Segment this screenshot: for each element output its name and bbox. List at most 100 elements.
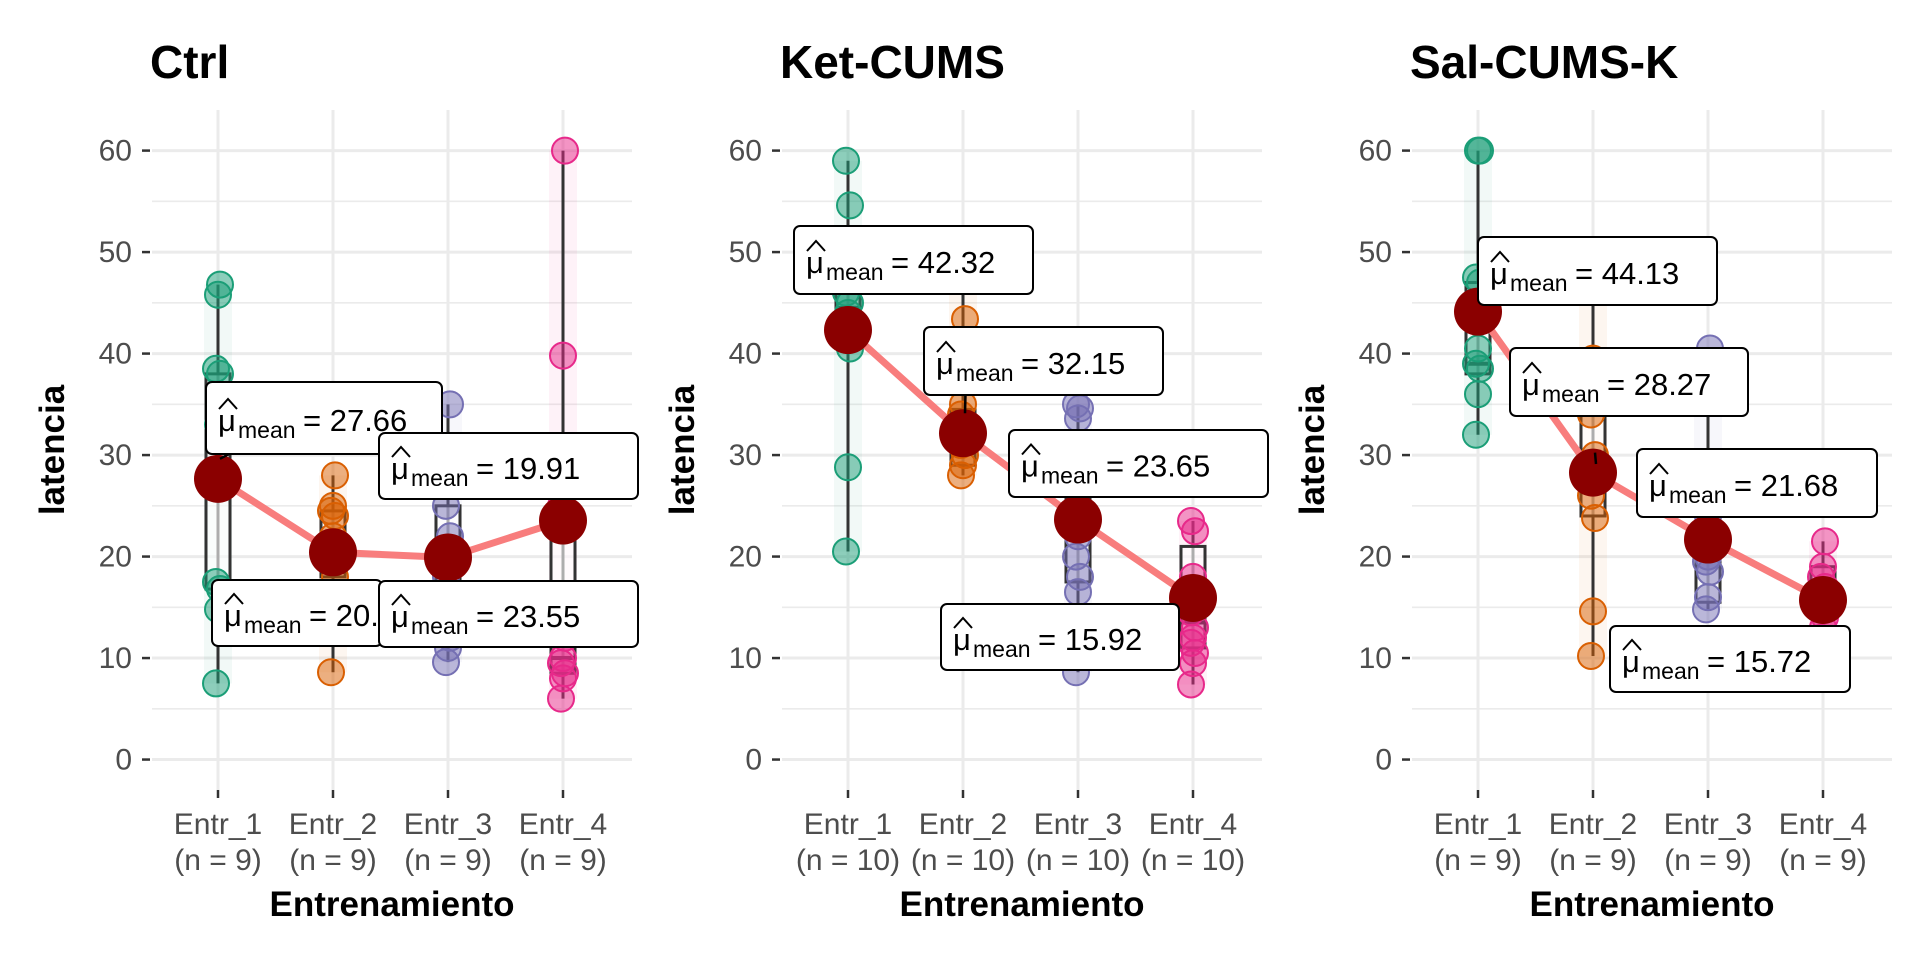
- y-tick-label: 50: [729, 236, 762, 269]
- mean-label-value: = 44.13: [1575, 256, 1679, 291]
- y-tick-label: 30: [1359, 439, 1392, 472]
- x-tick-count-label: (n = 9): [1549, 844, 1637, 877]
- chart-title: Sal-CUMS-K: [1410, 36, 1678, 88]
- mean-point: [194, 454, 242, 503]
- x-axis-title: Entrenamiento: [1529, 885, 1774, 924]
- mean-label-symbol: μ: [1622, 644, 1640, 679]
- mean-label-subscript: mean: [1041, 463, 1099, 489]
- mean-label-subscript: mean: [411, 465, 469, 491]
- data-point: [1177, 507, 1205, 536]
- data-point: [832, 146, 860, 175]
- y-tick-label: 10: [729, 642, 762, 675]
- mean-label-value: = 42.32: [891, 245, 995, 280]
- mean-point: [309, 528, 357, 577]
- mean-label-value: = 21.68: [1734, 468, 1838, 503]
- mean-label-hat: [953, 616, 973, 629]
- y-tick-label: 0: [745, 744, 762, 777]
- mean-label-value: = 15.92: [1038, 622, 1142, 657]
- x-tick-label: Entr_1: [804, 808, 892, 841]
- mean-label-value: = 28.27: [1607, 367, 1711, 402]
- y-tick-label: 20: [1359, 541, 1392, 574]
- data-point: [1464, 334, 1492, 363]
- mean-label-value: = 23.65: [1106, 449, 1210, 484]
- mean-label-box: [1008, 429, 1269, 498]
- y-tick-label: 0: [1375, 744, 1392, 777]
- chart-title: Ket-CUMS: [780, 36, 1005, 88]
- x-tick-label: Entr_4: [1779, 808, 1867, 841]
- data-point: [1462, 420, 1490, 449]
- data-point: [1809, 552, 1837, 581]
- x-tick-label: Entr_1: [1434, 808, 1522, 841]
- mean-label: μ mean = 21.68: [1636, 448, 1878, 518]
- mean-line: [216, 475, 565, 562]
- x-axis-title: Entrenamiento: [269, 885, 514, 924]
- mean-point: [1799, 576, 1847, 625]
- mean-label-hat: [936, 340, 956, 353]
- data-point: [319, 491, 347, 520]
- x-tick-count-label: (n = 9): [174, 844, 262, 877]
- x-tick-count-label: (n = 10): [911, 844, 1015, 877]
- mean-label-subscript: mean: [244, 612, 302, 638]
- y-tick-label: 40: [729, 338, 762, 371]
- x-tick-label: Entr_3: [404, 808, 492, 841]
- chart-panel-3: Sal-CUMS-K0102030405060latenciaEntr_1(n …: [1293, 36, 1892, 924]
- mean-label-hat: [218, 397, 238, 410]
- x-tick-label: Entr_4: [519, 808, 607, 841]
- data-point: [321, 461, 349, 490]
- x-tick-count-label: (n = 9): [404, 844, 492, 877]
- x-tick-label: Entr_1: [174, 808, 262, 841]
- x-tick-count-label: (n = 9): [1779, 844, 1867, 877]
- mean-point: [939, 409, 987, 458]
- x-tick-label: Entr_4: [1149, 808, 1237, 841]
- data-point: [317, 658, 345, 687]
- y-tick-label: 0: [115, 744, 132, 777]
- mean-label: μ mean = 28.27: [1509, 347, 1749, 417]
- mean-label-subscript: mean: [973, 636, 1031, 662]
- data-point: [832, 537, 860, 566]
- mean-point: [1569, 448, 1617, 497]
- mean-label-hat: [224, 592, 244, 605]
- x-tick-count-label: (n = 9): [289, 844, 377, 877]
- mean-point: [1054, 495, 1102, 544]
- x-tick-count-label: (n = 10): [796, 844, 900, 877]
- data-point: [1694, 583, 1722, 612]
- mean-label-box: [378, 432, 639, 500]
- y-tick-label: 50: [99, 236, 132, 269]
- y-axis-title: latencia: [663, 384, 702, 515]
- y-tick-label: 60: [729, 135, 762, 168]
- data-point: [1466, 136, 1494, 165]
- mean-label-symbol: μ: [1490, 256, 1508, 291]
- x-tick-label: Entr_3: [1664, 808, 1752, 841]
- data-point: [206, 270, 234, 299]
- mean-point: [824, 306, 872, 355]
- x-tick-label: Entr_2: [289, 808, 377, 841]
- mean-label-value: = 32.15: [1021, 346, 1125, 381]
- mean-label-symbol: μ: [1649, 468, 1667, 503]
- mean-label-box: [378, 580, 639, 648]
- mean-label-hat: [391, 445, 411, 458]
- data-point: [1811, 527, 1839, 556]
- y-tick-label: 20: [729, 541, 762, 574]
- mean-label: μ mean = 23.55: [378, 580, 639, 648]
- mean-label-box: [1636, 448, 1878, 518]
- mean-label-symbol: μ: [224, 598, 242, 633]
- data-point: [836, 191, 864, 220]
- mean-label-hat: [1622, 638, 1642, 651]
- mean-label-hat: [1649, 462, 1669, 475]
- mean-label-subscript: mean: [238, 417, 296, 443]
- x-tick-label: Entr_2: [919, 808, 1007, 841]
- mean-label-value: = 23.55: [476, 599, 580, 634]
- y-tick-label: 60: [99, 135, 132, 168]
- x-tick-count-label: (n = 10): [1026, 844, 1130, 877]
- y-tick-label: 30: [729, 439, 762, 472]
- mean-label-subscript: mean: [1642, 658, 1700, 684]
- mean-label-subscript: mean: [1669, 482, 1727, 508]
- mean-point: [1684, 515, 1732, 564]
- mean-label-box: [1509, 347, 1749, 417]
- y-tick-label: 50: [1359, 236, 1392, 269]
- x-tick-count-label: (n = 10): [1141, 844, 1245, 877]
- mean-label-box: [1609, 625, 1851, 693]
